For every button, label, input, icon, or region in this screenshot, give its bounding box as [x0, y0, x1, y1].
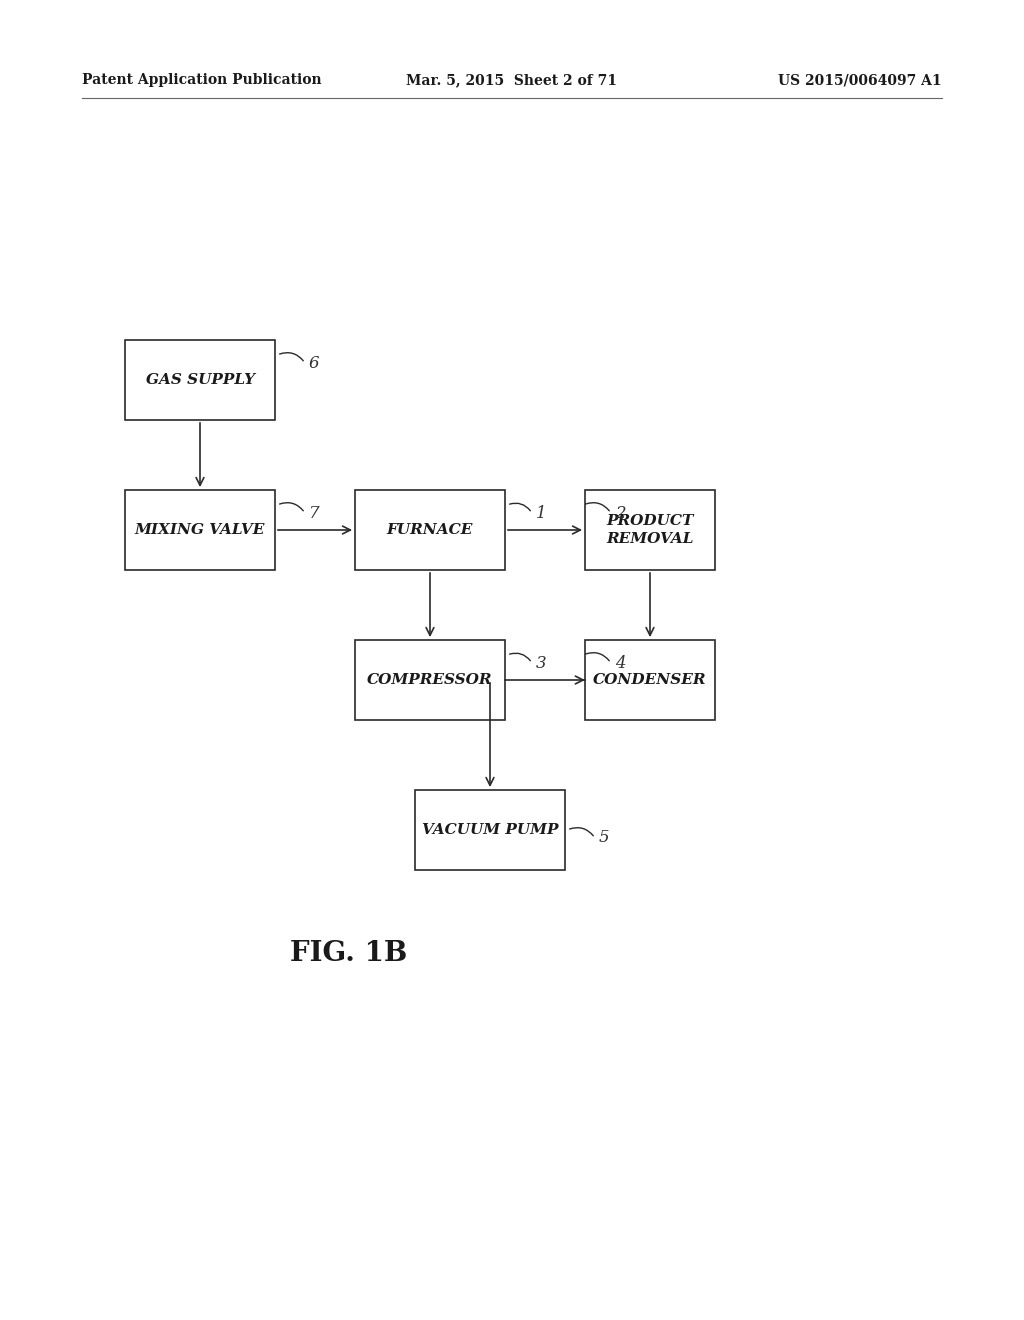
Bar — [355, 640, 505, 719]
Text: 5: 5 — [599, 829, 609, 846]
Text: US 2015/0064097 A1: US 2015/0064097 A1 — [778, 73, 942, 87]
Text: MIXING VALVE: MIXING VALVE — [135, 523, 265, 537]
Text: COMPRESSOR: COMPRESSOR — [368, 673, 493, 686]
Text: 4: 4 — [615, 655, 626, 672]
Bar — [125, 341, 275, 420]
Bar — [585, 490, 715, 570]
Text: CONDENSER: CONDENSER — [593, 673, 707, 686]
Text: GAS SUPPLY: GAS SUPPLY — [145, 374, 255, 387]
Text: 3: 3 — [536, 655, 547, 672]
Text: FURNACE: FURNACE — [387, 523, 473, 537]
Text: 7: 7 — [309, 504, 319, 521]
Text: 2: 2 — [615, 504, 626, 521]
Text: 6: 6 — [309, 355, 319, 371]
Bar — [585, 640, 715, 719]
Text: Patent Application Publication: Patent Application Publication — [82, 73, 322, 87]
Text: Mar. 5, 2015  Sheet 2 of 71: Mar. 5, 2015 Sheet 2 of 71 — [407, 73, 617, 87]
Bar — [415, 789, 565, 870]
Text: FIG. 1B: FIG. 1B — [290, 940, 408, 968]
Text: 1: 1 — [536, 504, 547, 521]
Bar — [355, 490, 505, 570]
Bar — [125, 490, 275, 570]
Text: VACUUM PUMP: VACUUM PUMP — [422, 822, 558, 837]
Text: PRODUCT
REMOVAL: PRODUCT REMOVAL — [606, 515, 693, 545]
